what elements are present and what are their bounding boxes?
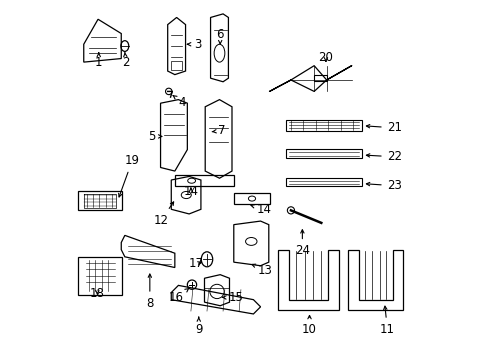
Text: 17: 17 xyxy=(188,257,203,270)
Text: 6: 6 xyxy=(216,28,224,44)
Bar xyxy=(285,178,362,186)
Text: 11: 11 xyxy=(379,306,394,336)
Text: 19: 19 xyxy=(119,154,140,197)
Text: 9: 9 xyxy=(195,317,202,336)
Text: 2: 2 xyxy=(122,53,129,69)
Text: 22: 22 xyxy=(366,150,401,163)
Text: 16: 16 xyxy=(168,288,188,305)
Text: 7: 7 xyxy=(212,124,225,137)
Bar xyxy=(313,75,326,81)
Text: 5: 5 xyxy=(148,130,162,143)
Text: 24: 24 xyxy=(294,230,309,257)
Text: 10: 10 xyxy=(302,315,316,336)
Bar xyxy=(285,149,362,158)
Text: 14: 14 xyxy=(250,203,271,216)
Text: 20: 20 xyxy=(318,51,333,64)
Text: 21: 21 xyxy=(366,121,401,134)
Text: 8: 8 xyxy=(146,274,153,310)
Text: 12: 12 xyxy=(153,202,173,226)
Text: 4: 4 xyxy=(173,95,185,109)
Text: 1: 1 xyxy=(95,53,102,69)
Text: 14: 14 xyxy=(183,185,198,198)
Text: 15: 15 xyxy=(222,291,243,305)
Text: 23: 23 xyxy=(366,179,401,192)
Text: 18: 18 xyxy=(90,287,104,300)
Text: 13: 13 xyxy=(251,264,272,276)
Bar xyxy=(171,61,182,70)
Bar xyxy=(285,120,362,131)
Text: 3: 3 xyxy=(187,38,201,51)
